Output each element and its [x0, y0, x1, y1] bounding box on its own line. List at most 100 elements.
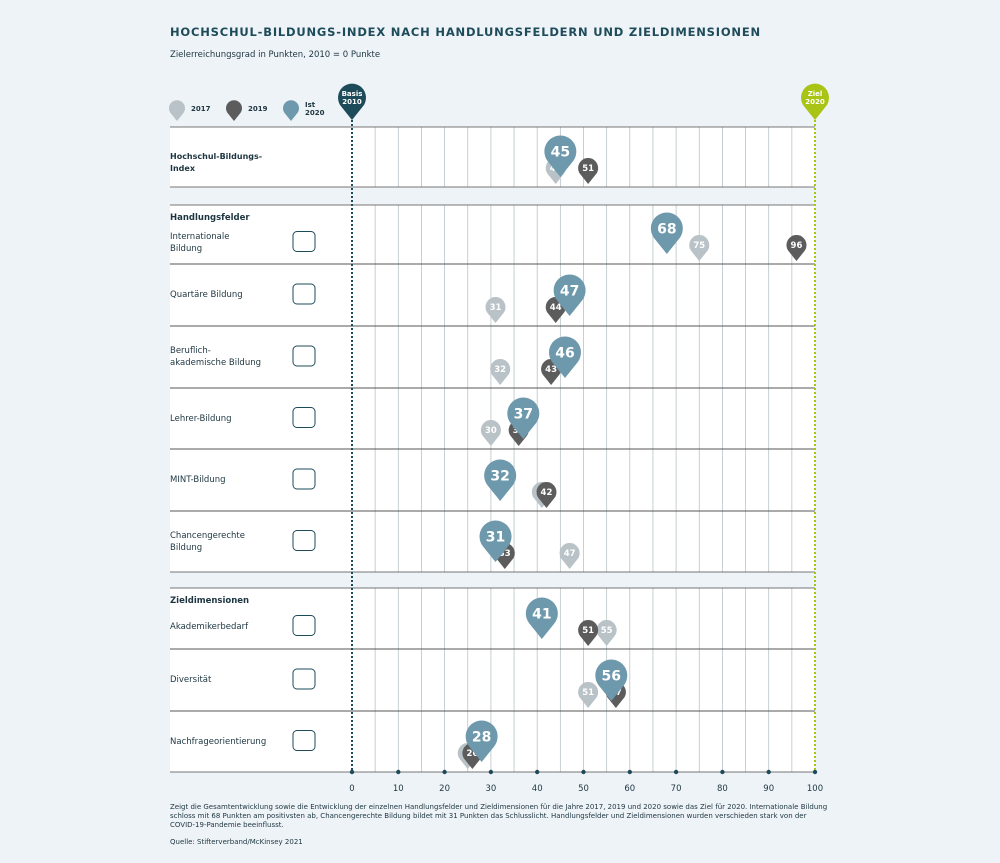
x-tick-label: 50 [578, 784, 589, 794]
data-label: 42 [541, 488, 553, 498]
marker-pin [338, 83, 367, 120]
legend-label: 2019 [248, 105, 268, 113]
group-label: Zieldimensionen [170, 596, 250, 606]
pin-current [650, 212, 683, 254]
data-label: 55 [601, 626, 613, 636]
tick-mark [720, 769, 725, 775]
x-tick-label: 100 [807, 784, 823, 794]
pin-current [525, 597, 558, 639]
category-label: Diversität [170, 675, 212, 685]
tick-mark [488, 769, 494, 775]
data-label: 47 [560, 283, 579, 299]
icon [292, 345, 316, 367]
data-label: 32 [494, 365, 506, 375]
category-label: MINT-Bildung [170, 475, 226, 485]
x-tick-label: 20 [439, 784, 450, 794]
tick-mark [442, 769, 447, 775]
marker-pin [800, 83, 829, 120]
legend-pin [283, 100, 300, 121]
marker-label: Basis 2010 [341, 89, 363, 106]
category-label: Internationale Bildung [170, 231, 230, 254]
icon [292, 283, 316, 305]
data-label: 75 [693, 241, 705, 251]
tick-mark [627, 769, 632, 775]
data-label: 56 [602, 668, 621, 684]
data-label: 30 [485, 426, 497, 436]
pin [480, 420, 501, 446]
icon [292, 668, 316, 690]
data-label: 37 [514, 406, 533, 422]
x-tick-label: 70 [671, 784, 682, 794]
group-label: Handlungsfelder [170, 213, 250, 223]
x-tick-label: 40 [532, 784, 543, 794]
pin [490, 359, 511, 385]
category-label: Beruflich- akademische Bildung [170, 346, 261, 368]
pin-current [484, 459, 517, 501]
category-label: Hochschul-Bildungs-Index [170, 152, 263, 173]
footnote: Zeigt die Gesamtentwicklung sowie die En… [170, 803, 828, 829]
data-label: 31 [490, 303, 502, 313]
source: Quelle: Stifterverband/McKinsey 2021 [170, 838, 303, 846]
category-label: Quartäre Bildung [170, 290, 243, 300]
pin [689, 235, 710, 261]
pin-current [465, 720, 498, 762]
x-tick-label: 0 [349, 784, 354, 794]
panel [170, 127, 815, 187]
icon [292, 530, 316, 551]
data-label: 26 [466, 749, 478, 759]
data-label: 44 [550, 303, 562, 313]
pin [559, 543, 580, 569]
x-tick-label: 60 [624, 784, 635, 794]
category-label: Lehrer-Bildung [170, 413, 232, 424]
data-label: 47 [564, 549, 576, 559]
x-tick-label: 30 [485, 784, 496, 794]
legend-label: 2017 [191, 105, 211, 113]
pin [786, 235, 807, 261]
data-label: 68 [657, 221, 676, 237]
icon [292, 730, 316, 751]
x-tick-label: 80 [717, 784, 728, 794]
tick-mark [673, 769, 679, 775]
data-label: 51 [582, 626, 594, 636]
data-label: 41 [532, 606, 551, 622]
tick-mark [535, 769, 540, 775]
data-label: 28 [472, 729, 491, 745]
pin-current [595, 659, 628, 701]
tick-mark [766, 769, 771, 775]
icon [292, 615, 316, 636]
tick-mark [812, 769, 818, 775]
icon [292, 407, 316, 428]
data-label: 32 [490, 468, 509, 484]
pin-current [507, 397, 540, 439]
panel [170, 205, 815, 572]
chart-subtitle: Zielerreichungsgrad in Punkten, 2010 = 0… [170, 50, 381, 60]
category-label: Nachfrageorientierung [170, 736, 267, 747]
chart-title: HOCHSCHUL-BILDUNGS-INDEX NACH HANDLUNGSF… [170, 25, 761, 39]
pin-current [548, 336, 581, 378]
pin [578, 158, 599, 184]
data-label: 46 [555, 345, 574, 361]
data-label: 31 [486, 529, 505, 545]
pin-current [553, 274, 586, 316]
x-tick-label: 90 [763, 784, 774, 794]
data-label: 51 [582, 164, 594, 174]
tick-mark [581, 769, 586, 775]
icon [292, 468, 316, 490]
category-label: Akademikerbedarf [170, 621, 249, 632]
data-label: 45 [551, 144, 570, 160]
data-label: 51 [582, 688, 594, 698]
tick-mark [396, 769, 401, 775]
x-tick-label: 10 [393, 784, 404, 794]
category-label: Chancengerechte Bildung [170, 530, 245, 553]
data-label: 33 [499, 549, 511, 559]
pin [536, 482, 557, 508]
legend-pin [169, 100, 185, 121]
legend-label: Ist 2020 [305, 101, 325, 117]
pin-current [479, 520, 512, 562]
pin [578, 682, 599, 708]
data-label: 43 [545, 365, 557, 375]
data-label: 96 [791, 241, 803, 251]
tick-mark [349, 769, 355, 775]
